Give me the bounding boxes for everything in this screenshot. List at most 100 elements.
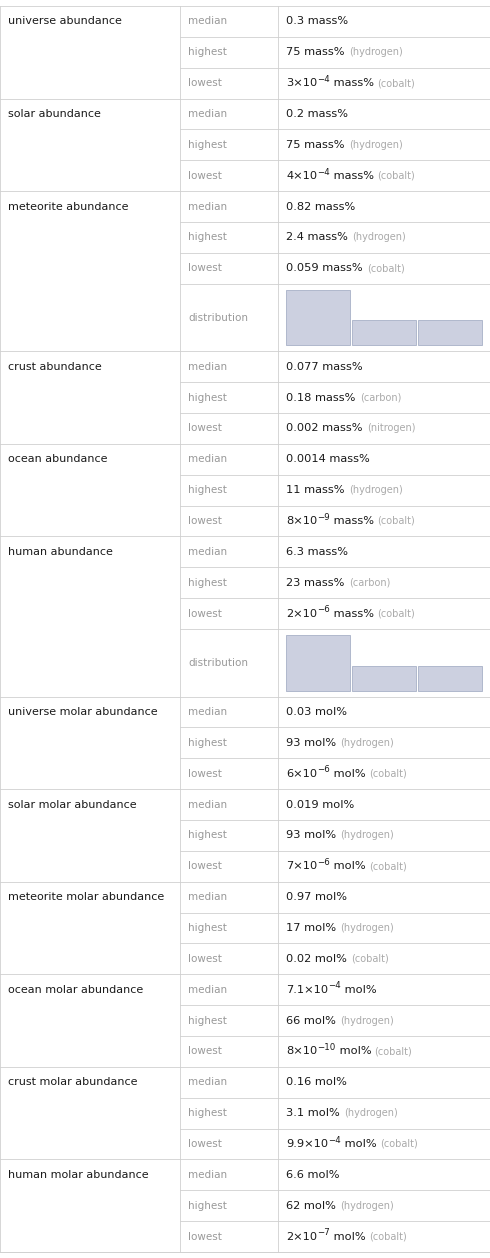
Text: (hydrogen): (hydrogen) [349,486,403,496]
Text: (cobalt): (cobalt) [377,78,415,88]
Text: highest: highest [188,233,227,243]
Text: crust molar abundance: crust molar abundance [8,1077,138,1087]
Text: −6: −6 [318,858,330,867]
Text: highest: highest [188,48,227,58]
Bar [418,665,482,691]
Text: 62 mol%: 62 mol% [286,1200,336,1210]
Text: highest: highest [188,140,227,150]
Text: highest: highest [188,1200,227,1210]
Text: median: median [188,892,227,902]
Text: 0.02 mol%: 0.02 mol% [286,954,347,964]
Text: 0.059 mass%: 0.059 mass% [286,263,363,273]
Text: median: median [188,1077,227,1087]
Text: median: median [188,547,227,557]
Text: 8×10: 8×10 [286,1047,318,1057]
Text: 75 mass%: 75 mass% [286,140,345,150]
Text: 8×10: 8×10 [286,516,318,526]
Text: lowest: lowest [188,609,222,619]
Text: 0.18 mass%: 0.18 mass% [286,392,356,403]
Text: 93 mol%: 93 mol% [286,737,337,747]
Text: mol%: mol% [336,1047,371,1057]
Text: 11 mass%: 11 mass% [286,486,345,496]
Text: human abundance: human abundance [8,547,113,557]
Text: 0.82 mass%: 0.82 mass% [286,201,356,211]
Text: 6×10: 6×10 [286,769,318,779]
Text: mass%: mass% [330,78,374,88]
Text: (hydrogen): (hydrogen) [349,48,403,58]
Text: median: median [188,16,227,26]
Text: (cobalt): (cobalt) [377,516,415,526]
Text: highest: highest [188,830,227,840]
Text: mass%: mass% [330,171,374,181]
Text: ocean abundance: ocean abundance [8,454,107,464]
Text: solar molar abundance: solar molar abundance [8,800,137,809]
Text: solar abundance: solar abundance [8,109,101,120]
Text: (hydrogen): (hydrogen) [349,140,403,150]
Text: 75 mass%: 75 mass% [286,48,345,58]
Text: 7×10: 7×10 [286,862,318,872]
Text: (cobalt): (cobalt) [351,954,389,964]
Text: lowest: lowest [188,78,222,88]
Text: −7: −7 [318,1228,330,1238]
Text: median: median [188,109,227,120]
Text: −4: −4 [328,1136,341,1145]
Text: (cobalt): (cobalt) [380,1138,417,1149]
Text: (hydrogen): (hydrogen) [341,830,394,840]
Text: 0.077 mass%: 0.077 mass% [286,362,363,371]
Text: −9: −9 [318,513,330,522]
Text: (hydrogen): (hydrogen) [352,233,406,243]
Text: meteorite molar abundance: meteorite molar abundance [8,892,164,902]
Text: median: median [188,201,227,211]
Text: 0.019 mol%: 0.019 mol% [286,800,355,809]
Text: crust abundance: crust abundance [8,362,102,371]
Text: 93 mol%: 93 mol% [286,830,337,840]
Text: lowest: lowest [188,954,222,964]
Text: (cobalt): (cobalt) [369,862,407,872]
Text: (cobalt): (cobalt) [369,1232,407,1242]
Text: (hydrogen): (hydrogen) [344,1108,398,1118]
Text: 2×10: 2×10 [286,609,318,619]
Text: distribution: distribution [188,658,248,668]
Text: (cobalt): (cobalt) [377,171,415,181]
Text: 0.002 mass%: 0.002 mass% [286,424,363,434]
Bar [286,289,350,345]
Text: mol%: mol% [341,985,377,995]
Text: lowest: lowest [188,171,222,181]
Text: (hydrogen): (hydrogen) [341,737,394,747]
Text: lowest: lowest [188,516,222,526]
Text: lowest: lowest [188,1232,222,1242]
Text: 6.3 mass%: 6.3 mass% [286,547,348,557]
Text: mass%: mass% [330,609,374,619]
Text: highest: highest [188,1108,227,1118]
Text: (hydrogen): (hydrogen) [341,923,394,933]
Text: (hydrogen): (hydrogen) [340,1015,394,1025]
Text: 3×10: 3×10 [286,78,318,88]
Bar [352,665,416,691]
Text: highest: highest [188,486,227,496]
Text: highest: highest [188,392,227,403]
Text: lowest: lowest [188,862,222,872]
Text: 0.0014 mass%: 0.0014 mass% [286,454,370,464]
Text: mol%: mol% [330,769,366,779]
Text: 0.3 mass%: 0.3 mass% [286,16,348,26]
Text: −4: −4 [318,75,330,84]
Text: 2×10: 2×10 [286,1232,318,1242]
Text: median: median [188,707,227,717]
Text: −4: −4 [328,981,341,990]
Text: lowest: lowest [188,769,222,779]
Text: 2.4 mass%: 2.4 mass% [286,233,348,243]
Text: highest: highest [188,737,227,747]
Text: median: median [188,362,227,371]
Text: highest: highest [188,577,227,587]
Text: lowest: lowest [188,1047,222,1057]
Bar [286,635,350,691]
Text: −6: −6 [318,605,330,614]
Text: (cobalt): (cobalt) [369,769,407,779]
Text: human molar abundance: human molar abundance [8,1170,148,1180]
Text: −6: −6 [318,765,330,775]
Text: 0.03 mol%: 0.03 mol% [286,707,347,717]
Text: median: median [188,1170,227,1180]
Text: (cobalt): (cobalt) [377,609,415,619]
Text: universe abundance: universe abundance [8,16,122,26]
Text: median: median [188,800,227,809]
